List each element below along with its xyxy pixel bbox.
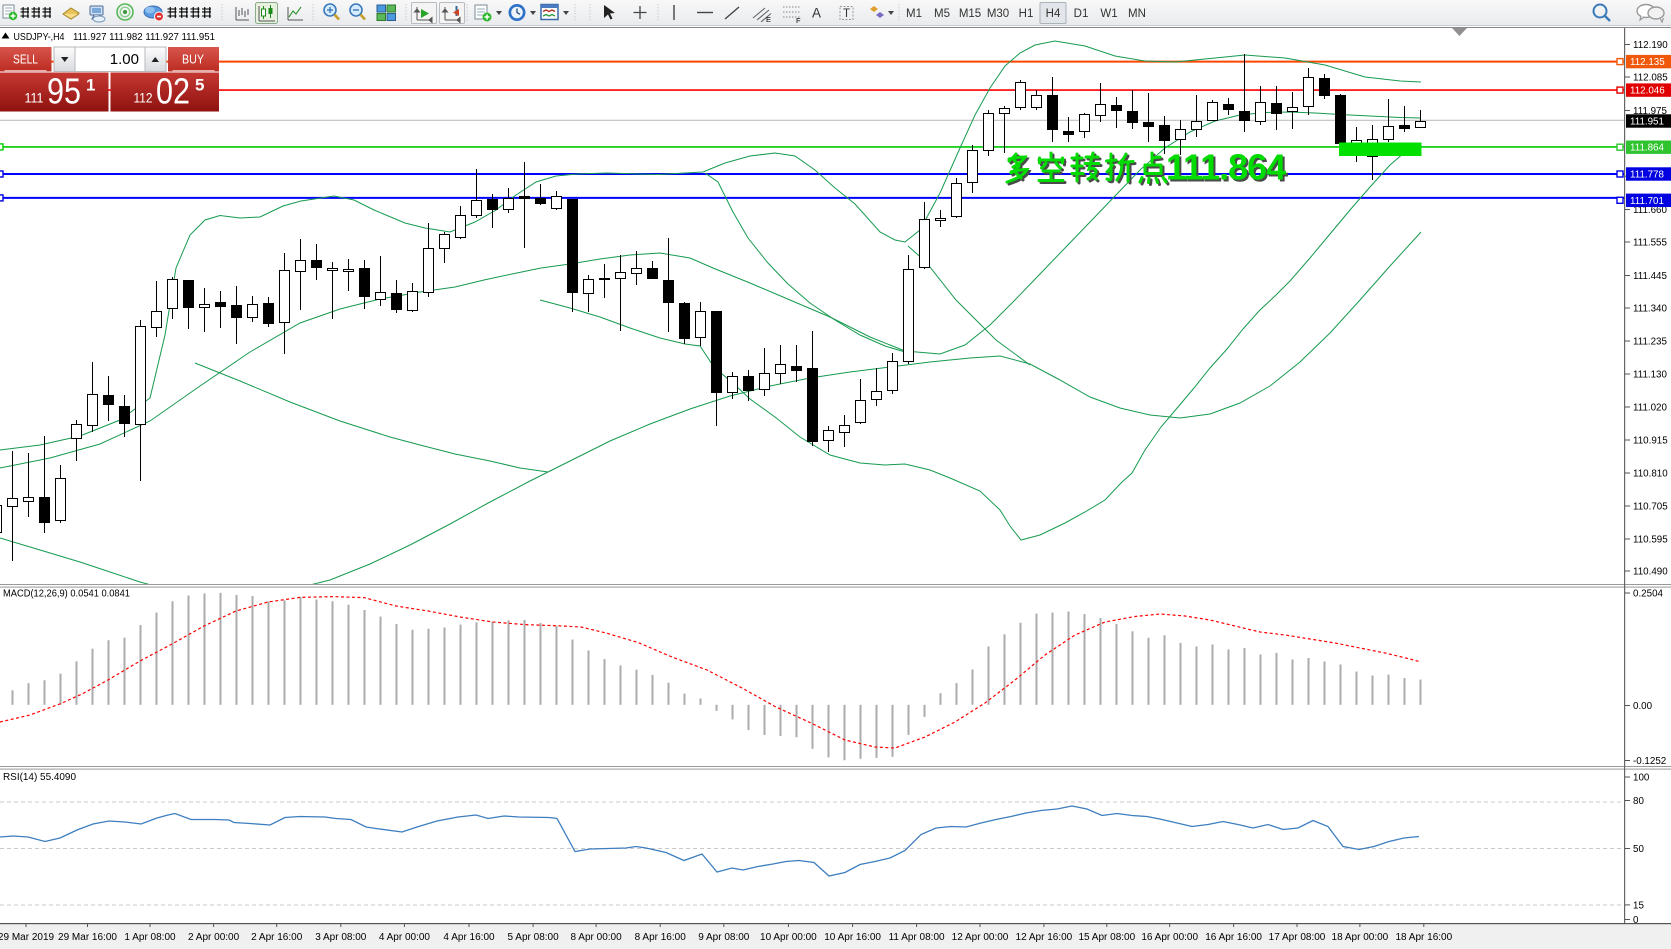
svg-text:110.490: 110.490 [1633, 567, 1668, 578]
svg-text:9 Apr 08:00: 9 Apr 08:00 [698, 932, 750, 943]
svg-text:1.00: 1.00 [110, 51, 139, 68]
svg-text:112.046: 112.046 [1630, 86, 1665, 97]
svg-text:111.951: 111.951 [1630, 117, 1664, 128]
svg-text:29 Mar 16:00: 29 Mar 16:00 [58, 932, 117, 943]
svg-text:0.00: 0.00 [1633, 701, 1653, 712]
svg-text:112.085: 112.085 [1633, 73, 1668, 84]
svg-text:4 Apr 00:00: 4 Apr 00:00 [379, 932, 431, 943]
svg-text:111.130: 111.130 [1633, 370, 1668, 381]
svg-text:E: E [766, 15, 771, 24]
svg-text:12 Apr 16:00: 12 Apr 16:00 [1016, 932, 1073, 943]
svg-text:5: 5 [195, 76, 204, 95]
svg-text:112.135: 112.135 [1630, 57, 1665, 68]
svg-text:18 Apr 00:00: 18 Apr 00:00 [1332, 932, 1389, 943]
svg-text:110.705: 110.705 [1633, 502, 1668, 513]
svg-text:16 Apr 00:00: 16 Apr 00:00 [1141, 932, 1198, 943]
svg-text:100: 100 [1633, 773, 1650, 784]
svg-text:2 Apr 00:00: 2 Apr 00:00 [188, 932, 240, 943]
svg-text:M30: M30 [987, 8, 1009, 20]
svg-text:111.864: 111.864 [1630, 143, 1665, 154]
svg-text:MACD(12,26,9) 0.0541 0.0841: MACD(12,26,9) 0.0541 0.0841 [3, 588, 130, 600]
svg-text:110.810: 110.810 [1633, 469, 1668, 480]
svg-text:02: 02 [156, 71, 190, 112]
svg-text:18 Apr 16:00: 18 Apr 16:00 [1395, 932, 1452, 943]
svg-text:50: 50 [1633, 844, 1644, 855]
svg-text:15: 15 [1633, 900, 1644, 911]
svg-text:29 Mar 2019: 29 Mar 2019 [0, 932, 55, 943]
svg-text:M15: M15 [959, 8, 981, 20]
svg-text:D1: D1 [1074, 8, 1089, 20]
svg-text:111.778: 111.778 [1630, 170, 1665, 181]
svg-text:BUY: BUY [182, 53, 205, 67]
svg-text:111.660: 111.660 [1633, 205, 1668, 216]
svg-text:MN: MN [1128, 8, 1146, 20]
svg-text:95: 95 [47, 71, 81, 112]
svg-text:111.927 111.982 111.927 111.95: 111.927 111.982 111.927 111.951 [73, 31, 215, 43]
svg-text:16 Apr 16:00: 16 Apr 16:00 [1205, 932, 1262, 943]
svg-text:T: T [843, 8, 850, 20]
svg-text:111.975: 111.975 [1633, 106, 1668, 117]
svg-text:110.915: 110.915 [1633, 436, 1668, 447]
svg-text:111: 111 [25, 91, 44, 106]
svg-text:111.235: 111.235 [1633, 337, 1668, 348]
svg-text:112: 112 [134, 91, 153, 106]
svg-text:H1: H1 [1019, 8, 1034, 20]
svg-text:H4: H4 [1046, 8, 1061, 20]
svg-text:12 Apr 00:00: 12 Apr 00:00 [952, 932, 1009, 943]
svg-text:111.340: 111.340 [1633, 304, 1668, 315]
svg-text:111.864: 111.864 [1166, 147, 1286, 188]
svg-text:2 Apr 16:00: 2 Apr 16:00 [251, 932, 303, 943]
svg-text:111.555: 111.555 [1633, 238, 1668, 249]
svg-text:1: 1 [86, 76, 95, 95]
svg-text:M5: M5 [934, 8, 950, 20]
svg-text:1 Apr 08:00: 1 Apr 08:00 [124, 932, 176, 943]
svg-text:A: A [812, 6, 821, 21]
svg-text:USDJPY-,H4: USDJPY-,H4 [14, 31, 65, 43]
svg-text:8 Apr 16:00: 8 Apr 16:00 [635, 932, 687, 943]
svg-text:111.445: 111.445 [1633, 271, 1668, 282]
svg-text:3 Apr 08:00: 3 Apr 08:00 [315, 932, 367, 943]
svg-text:10 Apr 16:00: 10 Apr 16:00 [824, 932, 881, 943]
svg-text:SELL: SELL [13, 53, 38, 67]
svg-text:RSI(14) 55.4090: RSI(14) 55.4090 [3, 771, 76, 783]
svg-text:-0.1252: -0.1252 [1633, 756, 1666, 767]
svg-text:80: 80 [1633, 796, 1644, 807]
svg-text:111.020: 111.020 [1633, 403, 1668, 414]
svg-text:0: 0 [1633, 915, 1639, 926]
svg-text:112.190: 112.190 [1633, 40, 1668, 51]
svg-text:17 Apr 08:00: 17 Apr 08:00 [1269, 932, 1326, 943]
svg-text:110.595: 110.595 [1633, 535, 1668, 546]
svg-text:0.2504: 0.2504 [1633, 589, 1664, 600]
svg-text:W1: W1 [1100, 8, 1117, 20]
svg-text:5 Apr 08:00: 5 Apr 08:00 [508, 932, 560, 943]
svg-text:F: F [796, 16, 801, 25]
svg-text:M1: M1 [906, 8, 922, 20]
svg-text:8 Apr 00:00: 8 Apr 00:00 [571, 932, 623, 943]
svg-text:111.864: 111.864 [1168, 148, 1288, 189]
svg-text:10 Apr 00:00: 10 Apr 00:00 [760, 932, 817, 943]
svg-text:111.701: 111.701 [1630, 196, 1664, 207]
svg-text:15 Apr 08:00: 15 Apr 08:00 [1078, 932, 1135, 943]
svg-text:4 Apr 16:00: 4 Apr 16:00 [443, 932, 495, 943]
svg-text:11 Apr 08:00: 11 Apr 08:00 [889, 932, 945, 943]
